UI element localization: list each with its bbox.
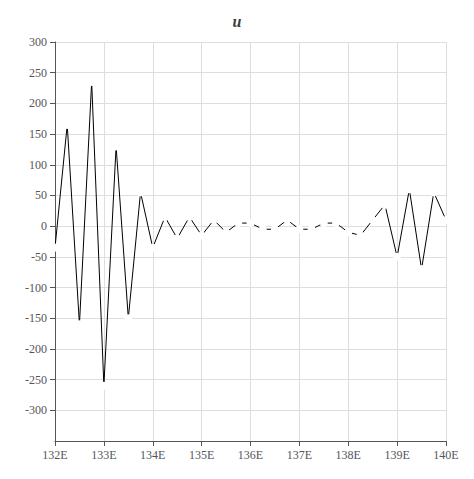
svg-text:100: 100 bbox=[29, 158, 47, 172]
svg-text:-250: -250 bbox=[25, 373, 47, 387]
svg-text:300: 300 bbox=[29, 35, 47, 49]
svg-text:136E: 136E bbox=[238, 448, 263, 462]
svg-text:150: 150 bbox=[29, 127, 47, 141]
svg-text:135E: 135E bbox=[189, 448, 214, 462]
svg-text:139E: 139E bbox=[384, 448, 409, 462]
svg-text:0: 0 bbox=[41, 219, 47, 233]
svg-text:134E: 134E bbox=[140, 448, 165, 462]
svg-text:-100: -100 bbox=[25, 281, 47, 295]
svg-text:200: 200 bbox=[29, 96, 47, 110]
svg-text:u: u bbox=[233, 13, 242, 30]
svg-text:-50: -50 bbox=[31, 250, 47, 264]
svg-text:-150: -150 bbox=[25, 311, 47, 325]
svg-text:-300: -300 bbox=[25, 403, 47, 417]
svg-text:140E: 140E bbox=[433, 448, 458, 462]
svg-text:137E: 137E bbox=[287, 448, 312, 462]
svg-text:138E: 138E bbox=[336, 448, 361, 462]
svg-text:133E: 133E bbox=[91, 448, 116, 462]
svg-text:250: 250 bbox=[29, 66, 47, 80]
svg-text:132E: 132E bbox=[42, 448, 67, 462]
svg-text:-200: -200 bbox=[25, 342, 47, 356]
svg-text:50: 50 bbox=[35, 188, 47, 202]
